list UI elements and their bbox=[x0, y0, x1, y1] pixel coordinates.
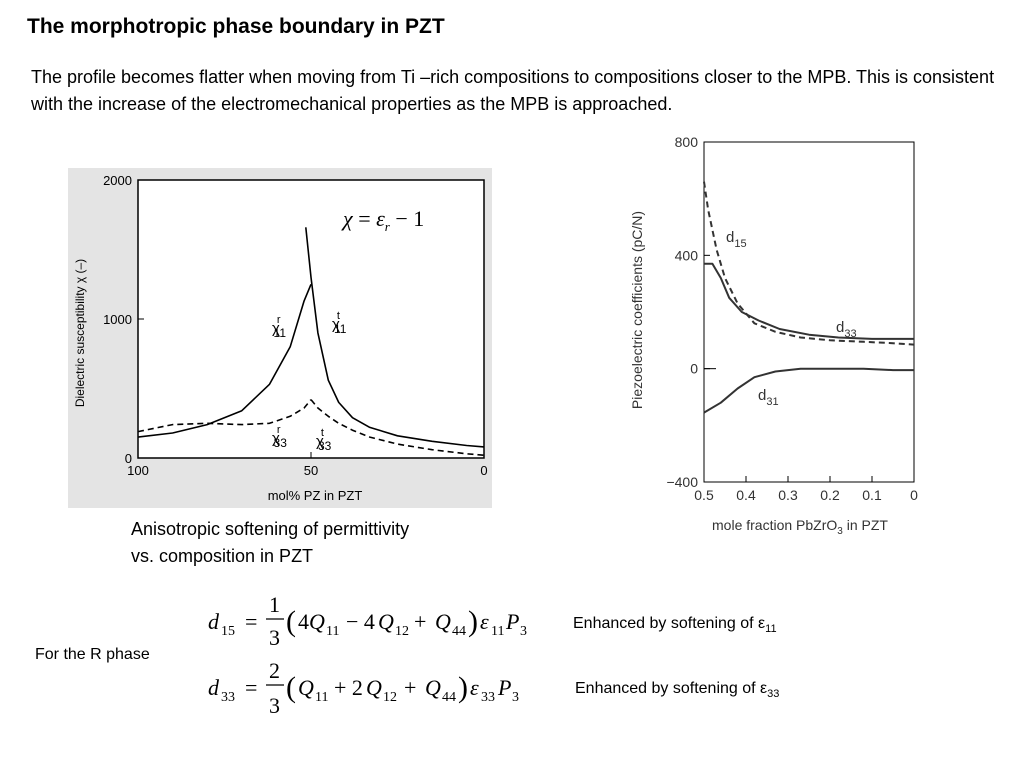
svg-text:15: 15 bbox=[221, 624, 235, 639]
svg-text:4: 4 bbox=[298, 609, 309, 634]
series-line bbox=[704, 262, 914, 340]
svg-text:=: = bbox=[245, 675, 257, 700]
x-tick-label: 0 bbox=[910, 487, 918, 503]
series-line bbox=[703, 367, 914, 414]
svg-text:44: 44 bbox=[452, 624, 466, 639]
susceptibility-formula: χ = εr − 1 bbox=[341, 206, 424, 234]
x-tick-label: 50 bbox=[304, 463, 318, 478]
svg-text:3: 3 bbox=[269, 693, 280, 718]
left-y-axis-label: Dielectric susceptibility χ (–) bbox=[73, 259, 87, 407]
y-tick-label: 800 bbox=[675, 134, 699, 150]
note-epsilon-33: Enhanced by softening of ε33 bbox=[575, 680, 780, 701]
svg-text:Q: Q bbox=[425, 675, 441, 700]
svg-text:− 4: − 4 bbox=[346, 609, 375, 634]
series-line bbox=[137, 399, 312, 433]
right-x-axis-label: mole fraction PbZrO3 in PZT bbox=[712, 517, 888, 537]
svg-text:12: 12 bbox=[383, 690, 397, 705]
svg-text:+: + bbox=[404, 675, 416, 700]
svg-text:1: 1 bbox=[269, 592, 280, 617]
y-tick-label: 2000 bbox=[103, 173, 132, 188]
note-epsilon-11: Enhanced by softening of ε11 bbox=[573, 615, 777, 636]
svg-text:2: 2 bbox=[269, 658, 280, 683]
svg-text:(: ( bbox=[286, 605, 296, 638]
series-line bbox=[310, 399, 485, 456]
x-tick-label: 0.3 bbox=[778, 487, 798, 503]
svg-text:Q: Q bbox=[298, 675, 314, 700]
piezo-chart: −400 0 400 800 0.5 0.4 0.3 0.2 0.1 0 mole fracti… bbox=[620, 130, 930, 540]
svg-text:d: d bbox=[208, 609, 220, 634]
svg-text:d: d bbox=[208, 675, 220, 700]
svg-text:12: 12 bbox=[395, 624, 409, 639]
right-y-axis-label: Piezoelectric coefficients (pC/N) bbox=[629, 211, 645, 409]
svg-text:11: 11 bbox=[491, 624, 504, 639]
x-tick-label: 0.2 bbox=[820, 487, 840, 503]
chart-caption: Anisotropic softening of permittivity vs… bbox=[131, 516, 511, 570]
caption-line-1: Anisotropic softening of permittivity bbox=[131, 519, 410, 539]
y-tick-label: 0 bbox=[125, 451, 132, 466]
slide-title: The morphotropic phase boundary in PZT bbox=[27, 15, 445, 38]
series-line bbox=[305, 227, 485, 448]
svg-text:Q: Q bbox=[435, 609, 451, 634]
x-tick-label: 0.4 bbox=[736, 487, 756, 503]
svg-text:3: 3 bbox=[512, 690, 519, 705]
svg-text:(: ( bbox=[286, 671, 296, 704]
x-tick-label: 100 bbox=[127, 463, 149, 478]
x-tick-label: 0.5 bbox=[694, 487, 714, 503]
series-line bbox=[137, 283, 312, 438]
y-tick-label: 1000 bbox=[103, 312, 132, 327]
svg-text:44: 44 bbox=[442, 690, 456, 705]
intro-paragraph: The profile becomes flatter when moving … bbox=[31, 67, 995, 114]
svg-text:Q: Q bbox=[378, 609, 394, 634]
left-x-axis-label: mol% PZ in PZT bbox=[268, 488, 363, 503]
svg-text:ε: ε bbox=[470, 675, 479, 700]
svg-text:11: 11 bbox=[315, 690, 328, 705]
svg-text:+: + bbox=[414, 609, 426, 634]
svg-text:33: 33 bbox=[481, 690, 495, 705]
equation-d15: d 15 = 1 3 ( 4 Q 11 − 4 Q 12 + Q 44 ) ε … bbox=[208, 592, 527, 650]
svg-text:Q: Q bbox=[366, 675, 382, 700]
svg-text:): ) bbox=[458, 671, 468, 704]
svg-text:=: = bbox=[245, 609, 257, 634]
series-line bbox=[703, 181, 915, 346]
y-tick-label: 0 bbox=[690, 361, 698, 377]
x-tick-label: 0 bbox=[480, 463, 487, 478]
svg-text:3: 3 bbox=[269, 625, 280, 650]
y-tick-label: 400 bbox=[675, 247, 699, 263]
r-phase-label: For the R phase bbox=[35, 646, 150, 663]
equation-d33: d 33 = 2 3 ( Q 11 + 2 Q 12 + Q 44 ) ε 33… bbox=[208, 658, 519, 718]
svg-text:3: 3 bbox=[520, 624, 527, 639]
svg-text:P: P bbox=[497, 675, 511, 700]
x-tick-label: 0.1 bbox=[862, 487, 882, 503]
svg-text:Q: Q bbox=[309, 609, 325, 634]
y-tick-label: −400 bbox=[666, 474, 698, 490]
svg-text:11: 11 bbox=[326, 624, 339, 639]
svg-text:ε: ε bbox=[480, 609, 489, 634]
svg-text:): ) bbox=[468, 605, 478, 638]
svg-text:33: 33 bbox=[221, 690, 235, 705]
svg-text:P: P bbox=[505, 609, 519, 634]
susceptibility-chart: 0 1000 2000 100 50 0 mol% PZ in PZT Dielectr… bbox=[68, 168, 492, 508]
caption-line-2: vs. composition in PZT bbox=[131, 546, 314, 566]
svg-text:+ 2: + 2 bbox=[334, 675, 363, 700]
